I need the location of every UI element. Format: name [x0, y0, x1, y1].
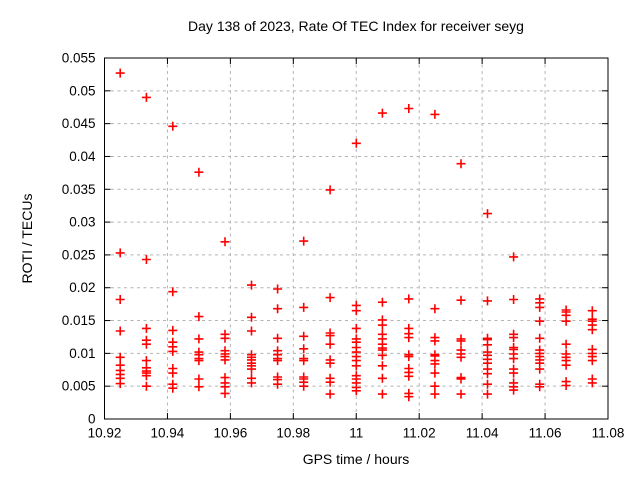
y-tick-label: 0.05 — [69, 83, 95, 98]
y-tick-label: 0.005 — [62, 379, 96, 394]
y-tick-label: 0 — [88, 412, 96, 427]
x-tick-label: 11.06 — [529, 426, 562, 441]
y-tick-label: 0.03 — [69, 215, 95, 230]
x-tick-label: 10.98 — [276, 426, 310, 441]
plot-border — [104, 57, 609, 420]
data-points — [115, 68, 597, 402]
y-tick-label: 0.04 — [69, 149, 96, 164]
x-tick-label: 11.04 — [466, 426, 499, 441]
x-tick-labels: 10.92 10.94 10.96 10.98 11 11.02 11.04 11.06 11.… — [88, 426, 625, 441]
y-tick-label: 0.01 — [69, 346, 95, 361]
y-tick-label: 0.015 — [62, 313, 96, 328]
data-points-layer — [115, 68, 597, 402]
x-tick-label: 10.96 — [213, 426, 247, 441]
y-tick-labels: 0 0.005 0.01 0.015 0.02 0.025 0.03 0.035 0.04 0.0… — [62, 51, 96, 427]
x-axis-label: GPS time / hours — [303, 451, 410, 467]
y-tick-label: 0.045 — [62, 116, 96, 131]
y-tick-label: 0.035 — [62, 182, 96, 197]
y-tick-label: 0.055 — [62, 51, 96, 66]
chart-title: Day 138 of 2023, Rate Of TEC Index for r… — [188, 18, 524, 34]
y-axis-label: ROTI / TECUs — [19, 194, 35, 284]
x-tick-label: 11 — [349, 426, 363, 441]
y-tick-label: 0.025 — [62, 247, 96, 262]
x-tick-label: 10.92 — [88, 426, 122, 441]
x-tick-label: 10.94 — [151, 426, 185, 441]
x-tick-label: 11.08 — [592, 426, 625, 441]
y-tick-label: 0.02 — [69, 280, 95, 295]
x-tick-label: 11.02 — [403, 426, 436, 441]
